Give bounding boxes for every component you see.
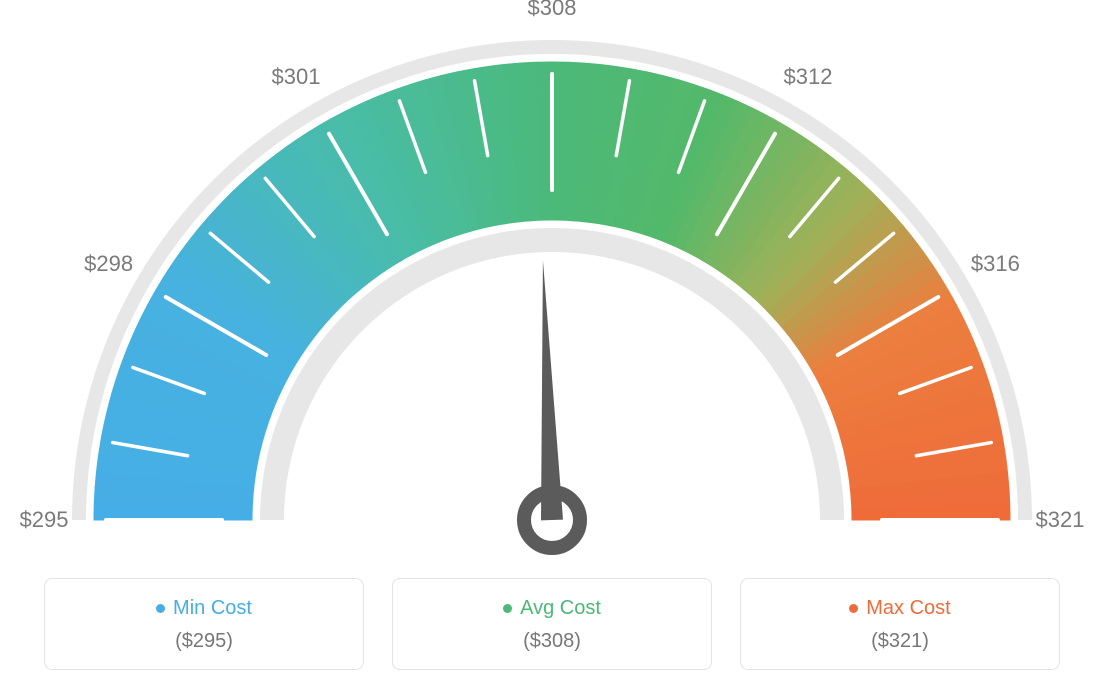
legend-title-min: Min Cost bbox=[156, 597, 252, 620]
legend-title-avg: Avg Cost bbox=[503, 597, 601, 620]
gauge-tick-label: $308 bbox=[528, 0, 577, 21]
gauge-tick-label: $321 bbox=[1036, 507, 1085, 533]
gauge-tick-label: $316 bbox=[971, 251, 1020, 277]
legend-value-min: ($295) bbox=[55, 630, 353, 653]
gauge-tick-label: $298 bbox=[84, 251, 133, 277]
legend-card-avg: Avg Cost ($308) bbox=[392, 578, 712, 670]
gauge-tick-label: $312 bbox=[784, 64, 833, 90]
legend-title-label: Min Cost bbox=[173, 597, 252, 620]
legend-row: Min Cost ($295) Avg Cost ($308) Max Cost… bbox=[0, 578, 1104, 670]
legend-card-min: Min Cost ($295) bbox=[44, 578, 364, 670]
legend-card-max: Max Cost ($321) bbox=[740, 578, 1060, 670]
legend-title-max: Max Cost bbox=[849, 597, 950, 620]
dot-icon bbox=[156, 604, 165, 613]
legend-title-label: Max Cost bbox=[866, 597, 950, 620]
gauge-tick-label: $301 bbox=[272, 64, 321, 90]
legend-value-avg: ($308) bbox=[403, 630, 701, 653]
legend-title-label: Avg Cost bbox=[520, 597, 601, 620]
gauge-svg bbox=[0, 0, 1104, 560]
legend-value-max: ($321) bbox=[751, 630, 1049, 653]
dot-icon bbox=[503, 604, 512, 613]
gauge-tick-label: $295 bbox=[20, 507, 69, 533]
dot-icon bbox=[849, 604, 858, 613]
gauge-chart: $295 $298 $301 $308 $312 $316 $321 bbox=[0, 0, 1104, 560]
